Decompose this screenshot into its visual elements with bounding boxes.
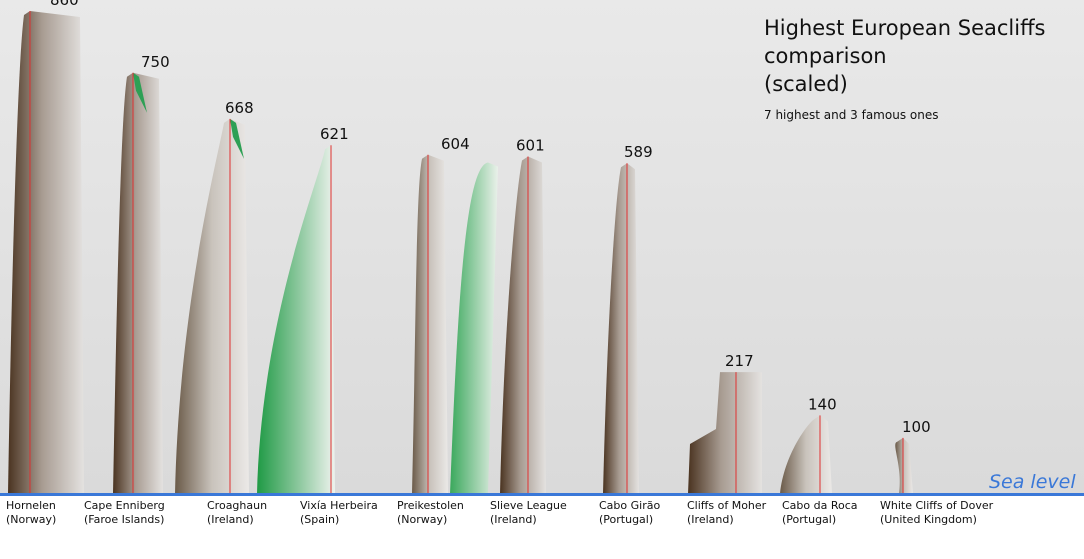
cliff-label: Preikestolen (Norway) <box>397 499 464 527</box>
cliff-country: (Faroe Islands) <box>84 513 165 526</box>
cliff-shape <box>500 156 546 495</box>
title-block: Highest European Seacliffs comparison (s… <box>764 14 1045 122</box>
cliff-country: (Ireland) <box>687 513 734 526</box>
cliff-label: Vixía Herbeira (Spain) <box>300 499 378 527</box>
cliff-country: (Ireland) <box>207 513 254 526</box>
title-line: Highest European Seacliffs <box>764 16 1046 40</box>
cliff-country: (Portugal) <box>782 513 837 526</box>
cliff-label: Cliffs of Moher (Ireland) <box>687 499 766 527</box>
cliff-label: Hornelen (Norway) <box>6 499 56 527</box>
cliff-shape <box>603 163 639 494</box>
cliff-grass <box>230 118 244 159</box>
height-value: 217 <box>725 352 754 370</box>
subtitle: 7 highest and 3 famous ones <box>764 108 939 122</box>
sea <box>0 493 1084 496</box>
cliff-shape <box>688 372 762 494</box>
cliff-name: Slieve League <box>490 499 567 512</box>
cliff-name: Cape Enniberg <box>84 499 165 512</box>
height-value: 621 <box>320 125 349 143</box>
cliff-name: Cliffs of Moher <box>687 499 767 512</box>
cliff-label: Slieve League (Ireland) <box>490 499 567 527</box>
cliff-label: Cape Enniberg (Faroe Islands) <box>84 499 165 527</box>
height-value: 100 <box>902 418 931 436</box>
height-value: 589 <box>624 143 653 161</box>
cliff-label: Cabo da Roca (Portugal) <box>782 499 858 527</box>
cliff-grass <box>133 72 147 113</box>
cliff-name: Vixía Herbeira <box>300 499 378 512</box>
cliff-country: (Portugal) <box>599 513 654 526</box>
cliff-shape <box>780 415 832 494</box>
cliff-label: Croaghaun (Ireland) <box>207 499 267 527</box>
height-value: 750 <box>141 53 170 71</box>
cliff-country: (Norway) <box>397 513 448 526</box>
height-value: 860 <box>50 0 79 9</box>
cliff-grass <box>450 162 498 495</box>
cliff-shape <box>895 437 913 494</box>
cliff-label: White Cliffs of Dover (United Kingdom) <box>880 499 993 527</box>
cliff-name: Cabo Girão <box>599 499 661 512</box>
height-value: 668 <box>225 99 254 117</box>
height-value: 601 <box>516 136 545 154</box>
cliff-country: (Ireland) <box>490 513 537 526</box>
title-line: (scaled) <box>764 72 848 96</box>
title-line: comparison <box>764 44 887 68</box>
cliff-shape <box>257 145 335 494</box>
cliff-label: Cabo Girão (Portugal) <box>599 499 660 527</box>
cliff-shape <box>113 72 163 495</box>
height-value: 604 <box>441 135 470 153</box>
cliff-shape <box>8 11 84 494</box>
height-value: 140 <box>808 395 837 413</box>
cliff-name: Preikestolen <box>397 499 464 512</box>
cliff-name: Hornelen <box>6 499 56 512</box>
cliff-shape <box>412 154 448 495</box>
cliff-name: Cabo da Roca <box>782 499 858 512</box>
cliff-name: Croaghaun <box>207 499 268 512</box>
cliff-country: (Spain) <box>300 513 340 526</box>
sea-level-label: Sea level <box>989 471 1076 493</box>
cliff-country: (Norway) <box>6 513 57 526</box>
cliff-country: (United Kingdom) <box>880 513 977 526</box>
cliff-name: White Cliffs of Dover <box>880 499 994 512</box>
